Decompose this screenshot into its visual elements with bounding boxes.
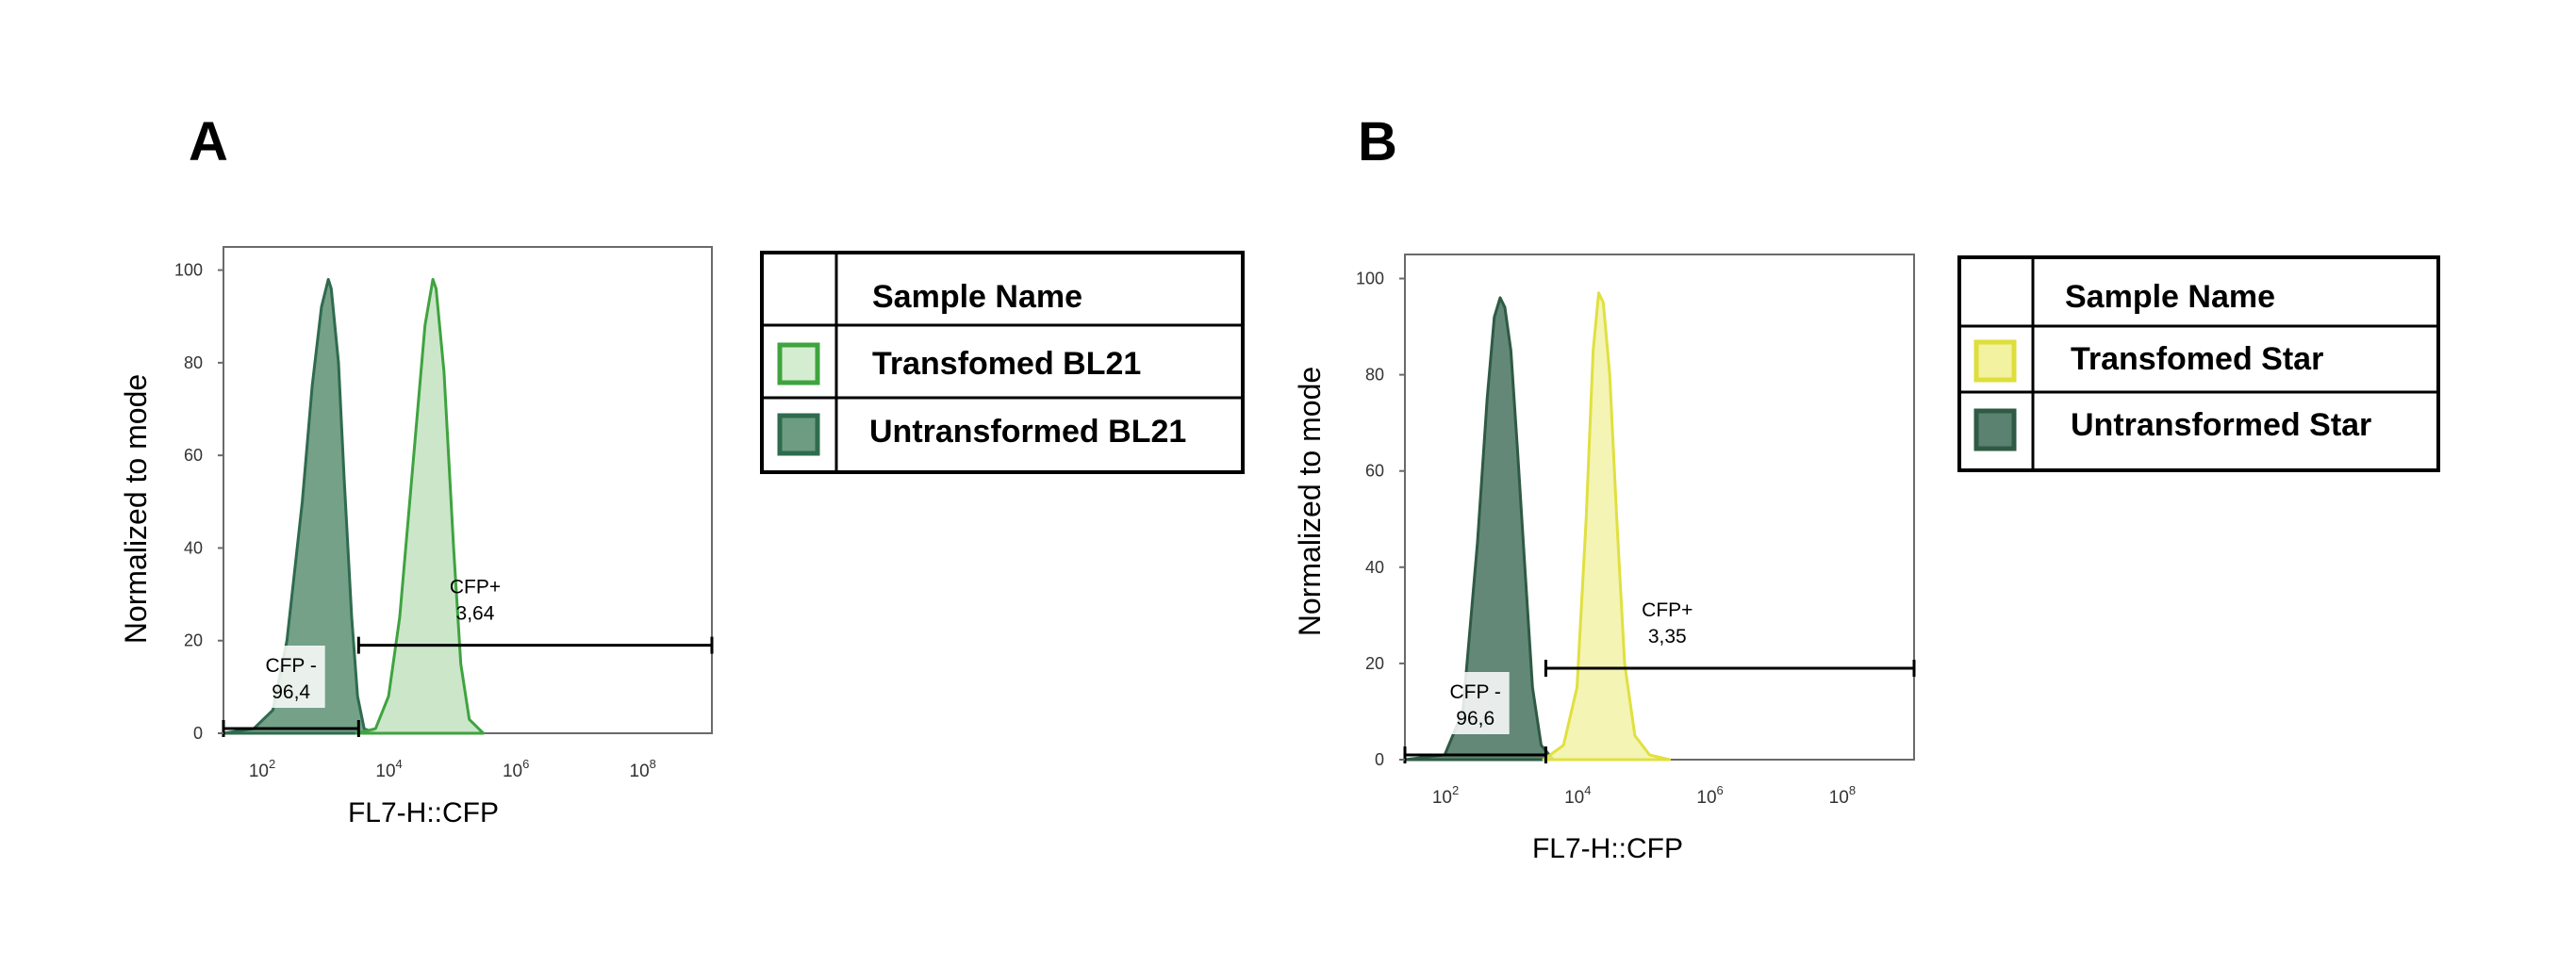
y-tick-label: 60 xyxy=(1365,462,1384,481)
gate-label-value: 96,4 xyxy=(272,681,310,703)
gate-negative: CFP - 96,6 xyxy=(1403,672,1547,763)
gate-positive: CFP+ 3,64 xyxy=(356,577,714,654)
legend-header: Sample Name xyxy=(872,279,1082,315)
y-axis-label: Normalized to mode xyxy=(119,374,153,644)
panel-a: A Normalized to mode FL7-H::CFP CFP -96,… xyxy=(119,111,1245,828)
tick-layer: 0 20 40 60 80 100 102 104 106 108 xyxy=(1356,270,1856,808)
x-tick-label: 104 xyxy=(1564,783,1591,808)
gate-label-background xyxy=(256,646,325,708)
legend-label-transformed: Transfomed BL21 xyxy=(872,346,1141,382)
legend-label-untransformed: Untransformed BL21 xyxy=(869,414,1186,450)
legend-label-transformed: Transfomed Star xyxy=(2071,341,2323,377)
gate-label-name: CFP+ xyxy=(1642,599,1693,621)
y-tick-label: 80 xyxy=(1365,366,1384,385)
legend-swatch-untransformed xyxy=(777,413,820,456)
y-tick-label: 0 xyxy=(193,724,203,743)
panel-letter: A xyxy=(189,111,228,172)
gate-negative: CFP - 96,4 xyxy=(222,646,360,737)
y-tick-label: 20 xyxy=(1365,654,1384,673)
legend-swatch-untransformed xyxy=(1973,408,2017,451)
series-transfomed-star xyxy=(1542,291,1672,762)
x-tick-label: 108 xyxy=(630,757,656,781)
y-tick-label: 20 xyxy=(184,631,203,650)
y-tick-label: 0 xyxy=(1375,750,1384,769)
x-tick-label: 108 xyxy=(1829,783,1856,808)
y-tick-label: 100 xyxy=(174,261,203,280)
gate-label-name: CFP - xyxy=(265,655,316,677)
legend-swatch-transformed xyxy=(777,342,820,385)
x-tick-label: 104 xyxy=(375,757,402,781)
y-axis-label: Normalized to mode xyxy=(1293,367,1327,636)
series-transfomed-bl21 xyxy=(355,277,486,735)
x-axis-label: FL7-H::CFP xyxy=(1532,833,1683,864)
gate-positive: CFP+ 3,35 xyxy=(1544,599,1916,678)
x-tick-label: 102 xyxy=(249,757,275,781)
legend-swatch-transformed xyxy=(1973,339,2017,383)
panel-b: B Normalized to mode FL7-H::CFP CFP -96,… xyxy=(1293,111,2440,864)
x-tick-label: 102 xyxy=(1432,783,1459,808)
gate-label-value: 3,64 xyxy=(456,603,495,625)
legend-label-untransformed: Untransformed Star xyxy=(2071,407,2371,443)
gate-label-value: 96,6 xyxy=(1456,708,1494,729)
legend: Sample Name Transfomed Star Untransforme… xyxy=(1957,255,2440,472)
gate-layer: CFP - 96,6 CFP+ 3,35 xyxy=(1403,599,1916,763)
x-tick-label: 106 xyxy=(1696,783,1723,808)
y-tick-label: 40 xyxy=(1365,558,1384,577)
plot-area: CFP - 96,6 CFP+ 3,35 0 20 40 60 80 100 102 104 106 1… xyxy=(1356,254,1916,808)
series-layer xyxy=(1403,291,1672,762)
y-tick-label: 60 xyxy=(184,446,203,465)
legend-header: Sample Name xyxy=(2065,279,2275,315)
gate-label-name: CFP - xyxy=(1449,681,1500,703)
legend-frame xyxy=(1957,255,2440,472)
gate-label-name: CFP+ xyxy=(450,577,501,598)
x-axis-label: FL7-H::CFP xyxy=(348,797,499,828)
y-tick-label: 40 xyxy=(184,538,203,557)
gate-layer: CFP - 96,4 CFP+ 3,64 xyxy=(222,577,714,737)
legend: Sample Name Transfomed BL21 Untransforme… xyxy=(760,251,1245,474)
plot-area: CFP - 96,4 CFP+ 3,64 0 20 40 60 80 100 102 104 106 1… xyxy=(174,246,714,781)
legend-frame xyxy=(760,251,1245,474)
x-tick-label: 106 xyxy=(503,757,529,781)
gate-label-background xyxy=(1441,672,1510,734)
panel-letter: B xyxy=(1358,111,1397,172)
gate-label-value: 3,35 xyxy=(1648,626,1687,647)
series-untransformed-star xyxy=(1403,296,1555,762)
y-tick-label: 100 xyxy=(1356,270,1384,288)
y-tick-label: 80 xyxy=(184,353,203,372)
